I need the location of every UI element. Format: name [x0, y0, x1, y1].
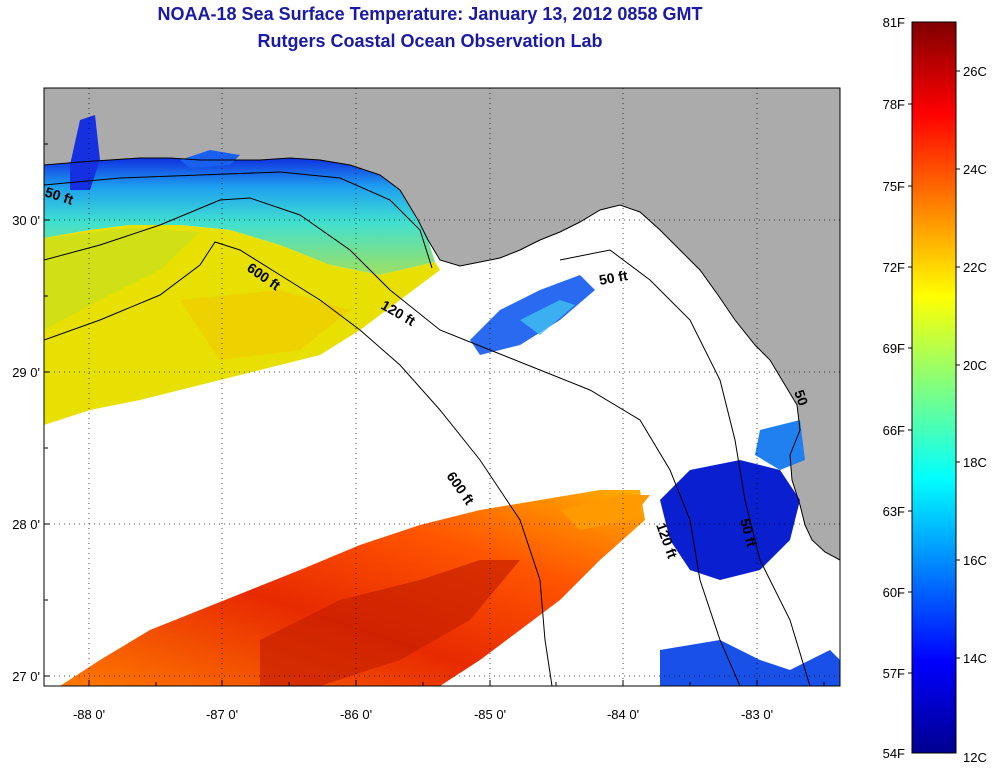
lon-tick-label: -86 0': [340, 707, 372, 722]
colorbar-f-label: 63F: [883, 504, 905, 519]
loop-current-warm-water: [60, 490, 645, 686]
warm-core: [260, 560, 520, 686]
cold-patch-north-light: [520, 300, 575, 335]
colorbar-f-label: 54F: [883, 746, 905, 761]
lat-tick-label: 30 0': [12, 213, 40, 228]
cold-patch-south: [660, 640, 840, 686]
colorbar-f-label: 69F: [883, 341, 905, 356]
colorbar-ticks: [908, 70, 960, 674]
warm-edge: [560, 495, 650, 530]
contour-120ft: [44, 197, 741, 686]
offshore-orange-patch: [180, 290, 350, 360]
colorbar-c-label: 20C: [963, 358, 987, 373]
colorbar-f-label: 78F: [883, 97, 905, 112]
contour-label: 50: [791, 388, 811, 408]
contour-label: 50 ft: [737, 517, 760, 549]
lon-tick-label: -84 0': [607, 707, 639, 722]
nearshore-cold-water: [44, 158, 435, 275]
lat-tick-label: 27 0': [12, 669, 40, 684]
offshore-green-patch: [44, 228, 200, 330]
colorbar-f-label: 75F: [883, 179, 905, 194]
colorbar-f-label: 60F: [883, 585, 905, 600]
lat-tick-label: 29 0': [12, 365, 40, 380]
colorbar-c-label: 12C: [963, 750, 987, 765]
bay-inlet-west: [70, 115, 100, 190]
land-mass: [44, 88, 840, 560]
lon-tick-label: -87 0': [206, 707, 238, 722]
map-frame: [43, 87, 841, 687]
colorbar-f-label: 66F: [883, 423, 905, 438]
map-title: NOAA-18 Sea Surface Temperature: January…: [157, 4, 703, 24]
lat-tick-label: 28 0': [12, 517, 40, 532]
colorbar-f-label: 81F: [883, 15, 905, 30]
colorbar-f-label: 72F: [883, 260, 905, 275]
bay-inlet-center: [180, 150, 240, 168]
lon-tick-label: -85 0': [474, 707, 506, 722]
colorbar-c-label: 14C: [963, 651, 987, 666]
colorbar-c-label: 18C: [963, 455, 987, 470]
lon-tick-label: -83 0': [741, 707, 773, 722]
colorbar-c-label: 16C: [963, 553, 987, 568]
map-subtitle: Rutgers Coastal Ocean Observation Lab: [257, 31, 603, 51]
colorbar-c-label: 26C: [963, 64, 987, 79]
lon-tick-label: -88 0': [73, 707, 105, 722]
coastline: [44, 157, 840, 561]
contour-50ft-east: [559, 249, 811, 686]
colorbar-c-label: 24C: [963, 162, 987, 177]
colorbar-c-label: 22C: [963, 260, 987, 275]
colorbar-f-label: 57F: [883, 666, 905, 681]
cold-patch-northeast: [755, 420, 805, 470]
contour-600ft: [44, 241, 553, 686]
colorbar: [911, 21, 957, 754]
contour-label: 50 ft: [598, 267, 629, 288]
contour-50ft-west: [44, 171, 433, 269]
tick-marks: [44, 143, 825, 686]
